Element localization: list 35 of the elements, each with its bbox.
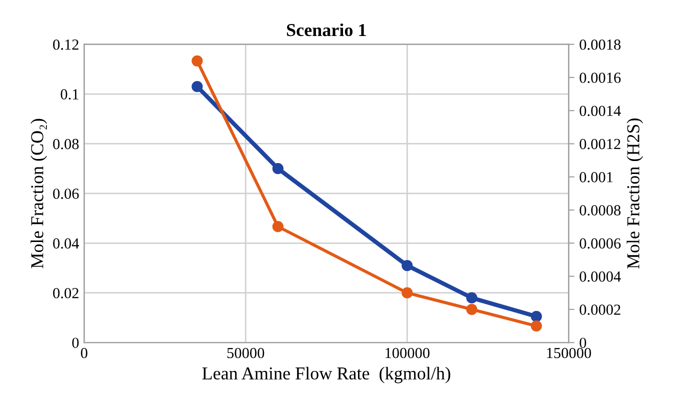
y-tick-label: 0.02: [53, 288, 78, 298]
point: [192, 81, 203, 92]
y2-tick-label: 0.0008: [580, 205, 621, 216]
y2-tick-label: 0.0004: [580, 271, 621, 282]
point: [402, 287, 413, 298]
point: [272, 221, 284, 232]
y-tick-label: 0.1: [60, 89, 78, 100]
x-tick-label: 150000: [547, 348, 592, 358]
y-tick-label: 0.06: [53, 188, 79, 199]
y2-tick-label: 0.0018: [580, 39, 621, 50]
x-axis-title: Lean Amine Flow Rate (kgmol/h): [202, 366, 450, 384]
point: [272, 163, 284, 174]
y2-tick-label: 0: [580, 338, 586, 348]
point: [530, 320, 542, 332]
point: [466, 304, 478, 315]
y2-tick-label: 0.0014: [580, 106, 621, 116]
point: [530, 310, 542, 322]
point: [192, 55, 203, 66]
y2-tick-label: 0.0002: [580, 304, 620, 315]
y-tick-label: 0: [72, 338, 79, 348]
point: [402, 260, 413, 272]
y2-tick-label: 0.0006: [580, 238, 621, 249]
x-tick-label: 50000: [227, 348, 264, 358]
x-tick-label: 0: [80, 348, 88, 358]
y2-axis-title: Mole Fraction (H2S): [626, 118, 644, 269]
y2-tick-label: 0.001: [580, 172, 613, 182]
y2-tick-label: 0.0012: [580, 138, 620, 150]
y-tick-label: 0.04: [53, 238, 80, 249]
point: [466, 292, 478, 304]
y-tick-label: 0.08: [53, 138, 79, 150]
y-axis-title: Mole Fraction (CO₂): [30, 118, 47, 268]
y-tick-label: 0.12: [53, 39, 78, 50]
y2-tick-label: 0.0016: [580, 72, 621, 83]
chart-title: Scenario 1: [286, 23, 366, 36]
x-tick-label: 100000: [386, 348, 430, 358]
